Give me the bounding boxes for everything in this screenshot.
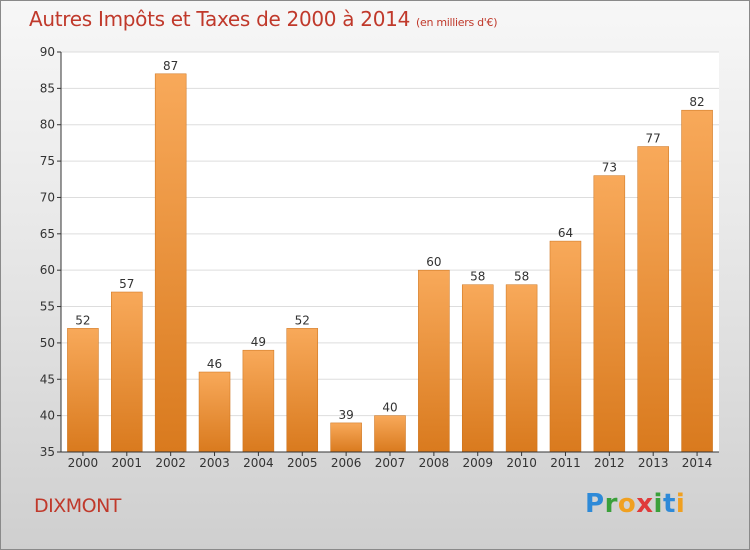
y-tick-label: 90 (40, 45, 55, 59)
x-tick-label: 2000 (68, 456, 99, 470)
x-tick-label: 2004 (243, 456, 274, 470)
y-tick-label: 40 (40, 409, 55, 423)
y-tick-label: 50 (40, 336, 55, 350)
y-tick-label: 45 (40, 372, 55, 386)
data-label-2004: 49 (251, 335, 266, 349)
data-label-2013: 77 (646, 132, 661, 146)
proxiti-logo: Proxiti (585, 489, 685, 519)
data-labels: 52 57 87 46 49 52 39 40 60 58 58 64 73 77 82 (75, 59, 704, 422)
data-label-2000: 52 (75, 313, 90, 327)
bar-2009 (461, 284, 494, 453)
bar-2006 (330, 422, 362, 453)
unit-note: (en milliers d'€) (416, 16, 498, 29)
bar-2004 (242, 349, 275, 453)
y-tick-label: 75 (40, 154, 55, 168)
data-label-2006: 39 (338, 408, 353, 422)
bar-2007 (374, 415, 406, 453)
x-tick-label: 2013 (638, 456, 669, 470)
data-label-2001: 57 (119, 277, 134, 291)
x-tick-label: 2008 (419, 456, 450, 470)
logo-letter: i (675, 489, 686, 519)
x-tick-label: 2002 (155, 456, 186, 470)
y-tick-label: 65 (40, 227, 55, 241)
x-tick-label: 2007 (375, 456, 406, 470)
y-tick-label: 80 (40, 118, 55, 132)
x-tick-label: 2003 (199, 456, 230, 470)
x-tick-label: 2009 (462, 456, 493, 470)
data-label-2010: 58 (514, 270, 529, 284)
place-name: DIXMONT (34, 495, 121, 517)
data-label-2011: 64 (558, 226, 573, 240)
x-tick-label: 2010 (506, 456, 537, 470)
data-label-2009: 58 (470, 270, 485, 284)
x-tick-label: 2006 (331, 456, 362, 470)
logo-letter: P (585, 489, 605, 519)
x-tick-label: 2001 (112, 456, 143, 470)
x-tick-label: 2011 (550, 456, 581, 470)
data-label-2005: 52 (295, 313, 310, 327)
data-label-2007: 40 (382, 401, 397, 415)
y-tick-label: 60 (40, 263, 55, 277)
y-tick-label: 70 (40, 190, 55, 204)
logo-letter: x (636, 489, 654, 519)
logo-letter: r (604, 489, 618, 519)
y-tick-label: 85 (40, 81, 55, 95)
data-label-2008: 60 (426, 255, 441, 269)
data-label-2014: 82 (689, 95, 704, 109)
y-tick-label: 55 (40, 300, 55, 314)
bar-2014 (681, 109, 713, 453)
bar-2010 (505, 284, 538, 453)
bar-2013 (637, 146, 669, 453)
bar-2005 (286, 328, 319, 453)
bars (67, 73, 713, 453)
logo-letter: i (653, 489, 663, 519)
bar-2003 (198, 371, 231, 453)
bar-2011 (549, 240, 582, 453)
chart-title-text: Autres Impôts et Taxes de 2000 à 2014 (29, 7, 410, 31)
logo-letter: t (662, 489, 676, 519)
bar-2002 (154, 73, 187, 453)
data-label-2012: 73 (602, 161, 617, 175)
y-tick-label: 35 (40, 445, 55, 459)
logo-letter: o (617, 489, 637, 519)
x-tick-label: 2005 (287, 456, 318, 470)
bar-2000 (67, 328, 99, 453)
x-tick-label: 2014 (682, 456, 713, 470)
bar-2012 (593, 175, 626, 453)
bar-2008 (418, 269, 450, 453)
bar-2001 (111, 291, 143, 453)
chart-title: Autres Impôts et Taxes de 2000 à 2014 (en… (29, 7, 497, 31)
data-label-2002: 87 (163, 59, 178, 73)
data-label-2003: 46 (207, 357, 222, 371)
axes: 35 40 45 50 55 60 65 70 75 80 85 90 2000 2001 2002 2003… (40, 45, 719, 470)
x-tick-label: 2012 (594, 456, 625, 470)
